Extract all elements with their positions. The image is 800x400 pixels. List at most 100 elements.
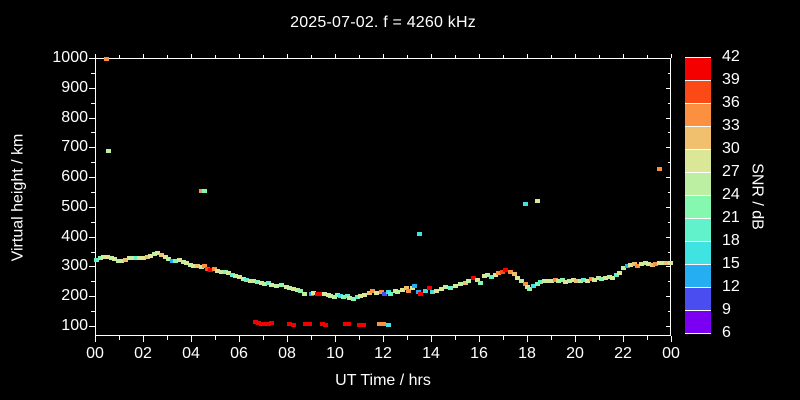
colorbar-separator xyxy=(685,149,711,150)
x-tick-label: 18 xyxy=(518,345,536,362)
x-minor-tick xyxy=(263,55,264,58)
data-point xyxy=(646,262,651,266)
data-point xyxy=(458,282,463,286)
data-point xyxy=(607,275,612,279)
data-point xyxy=(233,274,238,278)
data-point xyxy=(489,275,494,279)
data-point xyxy=(661,261,666,265)
x-minor-tick xyxy=(119,55,120,58)
x-tick-label: 14 xyxy=(422,345,440,362)
data-point xyxy=(453,284,458,288)
data-point xyxy=(639,262,644,266)
data-point xyxy=(581,278,586,282)
data-point xyxy=(585,279,590,283)
colorbar-separator xyxy=(685,126,711,127)
x-major-tick xyxy=(191,336,192,342)
data-point xyxy=(635,264,640,268)
y-minor-tick xyxy=(668,222,671,223)
y-minor-tick xyxy=(91,311,95,312)
data-point xyxy=(212,267,217,271)
x-minor-tick xyxy=(503,336,504,340)
x-major-tick xyxy=(287,54,288,58)
y-major-tick xyxy=(666,177,671,178)
x-minor-tick xyxy=(119,336,120,340)
colorbar-separator xyxy=(685,80,711,81)
data-point xyxy=(625,264,630,268)
colorbar-separator xyxy=(685,333,711,334)
y-minor-tick xyxy=(91,252,95,253)
data-point xyxy=(274,284,279,288)
y-tick-label: 900 xyxy=(61,79,88,96)
data-point xyxy=(523,282,528,286)
y-major-tick xyxy=(89,237,95,238)
data-point xyxy=(266,322,271,326)
data-point xyxy=(632,262,637,266)
y-minor-tick xyxy=(91,222,95,223)
data-point xyxy=(322,292,327,296)
y-tick-label: 700 xyxy=(61,138,88,155)
y-major-tick xyxy=(89,326,95,327)
data-point xyxy=(134,256,139,260)
data-point xyxy=(485,273,490,277)
y-major-tick xyxy=(666,296,671,297)
data-point xyxy=(202,189,207,193)
colorbar-band xyxy=(685,195,711,219)
data-point xyxy=(538,280,543,284)
data-point xyxy=(205,267,210,271)
data-point xyxy=(170,259,175,263)
y-major-tick xyxy=(666,237,671,238)
y-major-tick xyxy=(666,266,671,267)
data-point xyxy=(347,296,352,300)
x-minor-tick xyxy=(359,336,360,340)
x-minor-tick xyxy=(359,55,360,58)
colorbar-separator xyxy=(685,241,711,242)
x-major-tick xyxy=(671,54,672,58)
y-minor-tick xyxy=(668,103,671,104)
y-minor-tick xyxy=(91,73,95,74)
data-point xyxy=(208,268,213,272)
x-tick-label: 16 xyxy=(470,345,488,362)
data-point xyxy=(166,257,171,261)
data-point xyxy=(578,279,583,283)
data-point xyxy=(614,273,619,277)
data-point xyxy=(241,277,246,281)
y-minor-tick xyxy=(91,192,95,193)
cb-tick-label: 27 xyxy=(722,163,740,180)
data-point xyxy=(141,256,146,260)
data-point xyxy=(145,255,150,259)
data-point xyxy=(226,271,231,275)
x-major-tick xyxy=(527,54,528,58)
x-major-tick xyxy=(431,54,432,58)
x-minor-tick xyxy=(215,55,216,58)
cb-tick-label: 9 xyxy=(722,301,731,318)
y-major-tick xyxy=(666,147,671,148)
x-major-tick xyxy=(95,336,96,342)
data-point xyxy=(101,255,106,259)
x-minor-tick xyxy=(311,336,312,340)
data-point xyxy=(130,256,135,260)
data-point xyxy=(412,284,417,288)
data-point xyxy=(628,263,633,267)
data-point xyxy=(137,256,142,260)
y-major-tick xyxy=(89,266,95,267)
x-minor-tick xyxy=(167,336,168,340)
cb-tick-label: 24 xyxy=(722,186,740,203)
data-point xyxy=(358,294,363,298)
x-major-tick xyxy=(95,54,96,58)
x-tick-label: 02 xyxy=(134,345,152,362)
x-major-tick xyxy=(383,336,384,342)
data-point xyxy=(202,264,207,268)
data-point xyxy=(542,279,547,283)
x-minor-tick xyxy=(407,336,408,340)
colorbar-band xyxy=(685,126,711,150)
x-major-tick xyxy=(143,336,144,342)
data-point xyxy=(256,321,261,325)
data-point xyxy=(255,280,260,284)
data-point xyxy=(374,291,379,295)
colorbar-band xyxy=(685,57,711,81)
data-point xyxy=(341,295,346,299)
y-major-tick xyxy=(89,58,95,59)
data-point xyxy=(323,323,328,327)
y-major-tick xyxy=(89,118,95,119)
data-point xyxy=(434,289,439,293)
